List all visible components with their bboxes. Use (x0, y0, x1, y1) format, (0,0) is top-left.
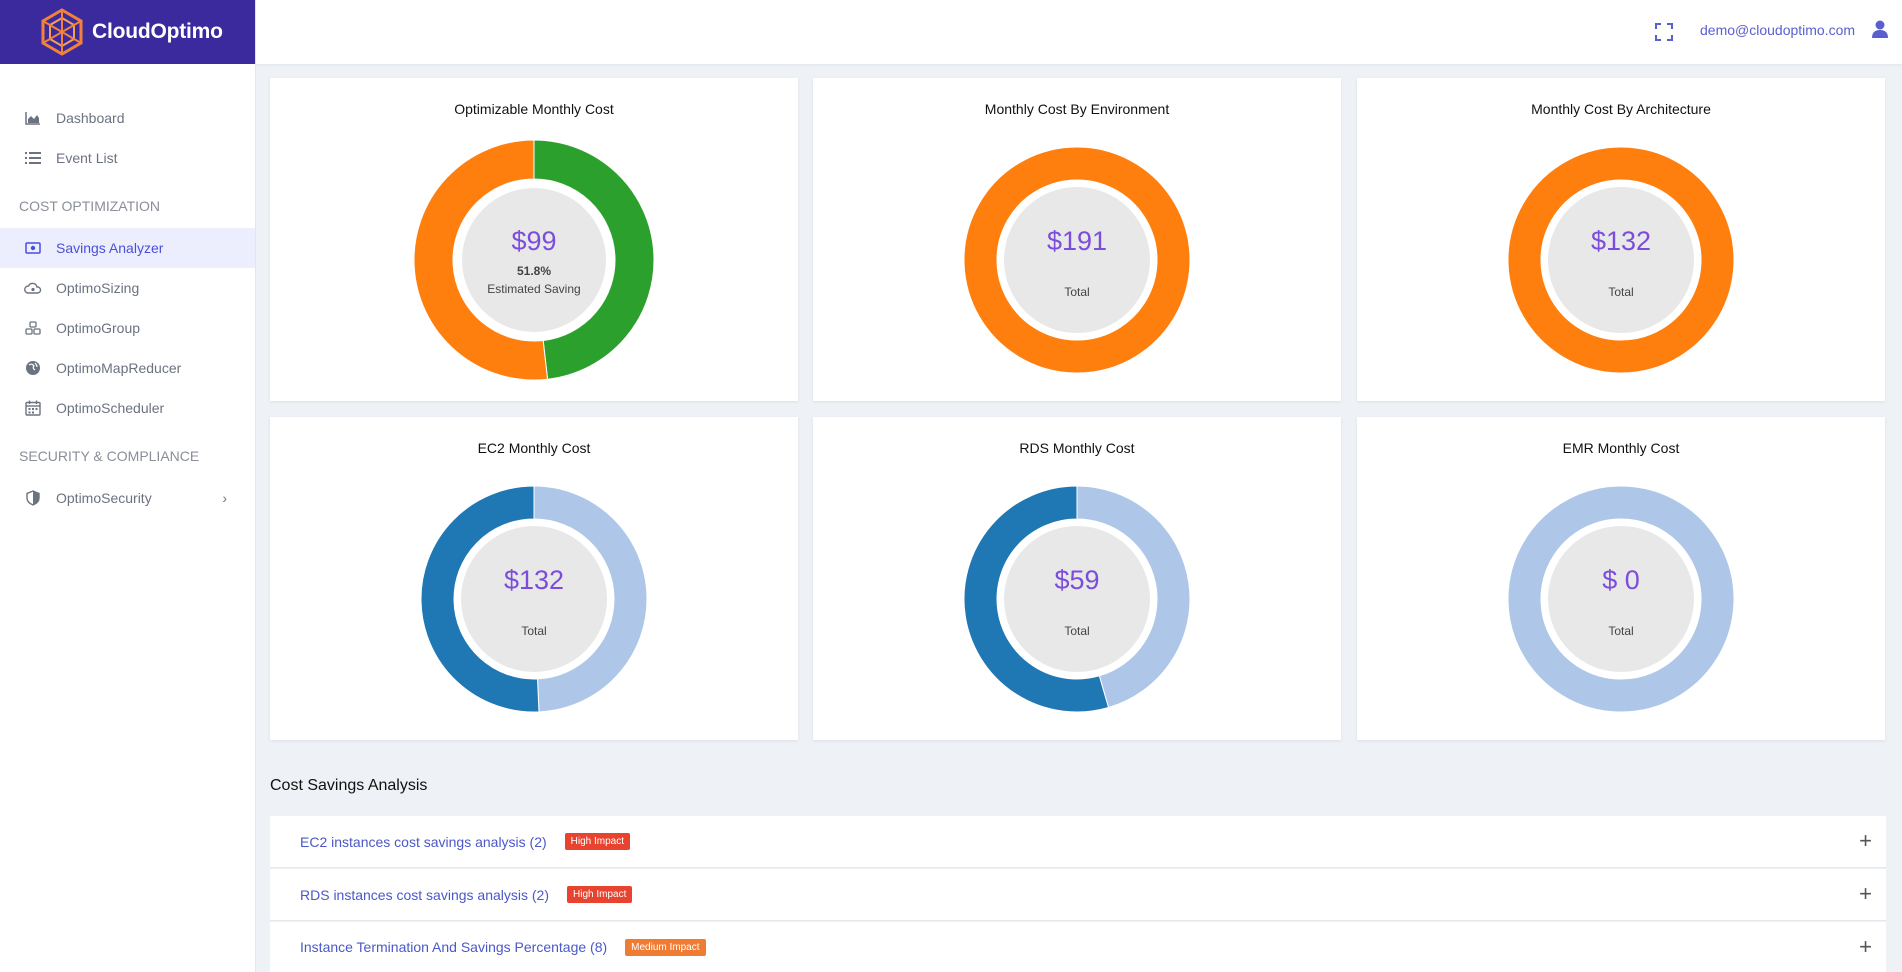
cloudoptimo-logo-icon[interactable] (38, 8, 86, 56)
expand-plus-icon[interactable]: + (1859, 828, 1872, 853)
card-title: Monthly Cost By Architecture (1531, 101, 1711, 117)
donut-value: $191 (1047, 226, 1107, 256)
donut-segment[interactable] (1507, 485, 1735, 713)
sidebar: CloudOptimo Dashboard Event List COST OP… (0, 0, 256, 972)
donut-chart: $99 51.8% Estimated Saving (413, 139, 655, 381)
cost-card: RDS Monthly Cost $59 Total (813, 417, 1341, 740)
sidebar-item-label: OptimoGroup (56, 320, 141, 336)
donut-subtitle: Total (1608, 285, 1633, 299)
top-bar (256, 0, 1902, 64)
donut-value: $59 (1054, 565, 1099, 595)
donut-chart: $191 Total (963, 146, 1191, 374)
section-security-compliance: SECURITY & COMPLIANCE (19, 448, 200, 464)
impact-badge: High Impact (567, 886, 633, 903)
cost-card: Monthly Cost By Architecture $132 Total (1357, 78, 1885, 401)
expand-plus-icon[interactable]: + (1859, 881, 1872, 906)
sidebar-item-label: OptimoSecurity (56, 490, 152, 506)
fullscreen-icon[interactable] (1655, 23, 1673, 41)
sidebar-item-optimogroup[interactable]: OptimoGroup (0, 308, 255, 348)
cost-card: EC2 Monthly Cost $132 Total (270, 417, 798, 740)
card-title: RDS Monthly Cost (1019, 440, 1135, 456)
analysis-row-label[interactable]: RDS instances cost savings analysis (2) (300, 886, 549, 903)
donut-subtitle: Total (1064, 285, 1089, 299)
donut-center (462, 188, 606, 332)
donut-subtitle: Estimated Saving (487, 282, 580, 296)
donut-center (1004, 187, 1150, 333)
cost-card: Optimizable Monthly Cost $99 51.8% Estimate… (270, 78, 798, 401)
sidebar-item-optimomapreducer[interactable]: OptimoMapReducer (0, 348, 255, 388)
sidebar-item-optimoscheduler[interactable]: OptimoScheduler (0, 388, 255, 428)
analysis-row-label[interactable]: EC2 instances cost savings analysis (2) (300, 833, 547, 850)
card-title: Optimizable Monthly Cost (454, 101, 614, 117)
donut-segment[interactable] (420, 485, 540, 713)
brand-bar: CloudOptimo (0, 0, 255, 64)
donut-value: $99 (511, 226, 556, 256)
shield-icon (24, 489, 42, 507)
user-icon[interactable] (1870, 19, 1890, 39)
chevron-right-icon[interactable]: › (222, 490, 227, 506)
sidebar-item-label: Event List (56, 150, 118, 166)
cost-card: EMR Monthly Cost $ 0 Total (1357, 417, 1885, 740)
donut-center (1548, 526, 1694, 672)
donut-center (1004, 526, 1150, 672)
donut-segment[interactable] (963, 485, 1110, 713)
donut-chart: $132 Total (1507, 146, 1735, 374)
sidebar-item-dashboard[interactable]: Dashboard (0, 98, 255, 138)
brand-name: CloudOptimo (92, 20, 223, 43)
donut-segment[interactable] (533, 485, 648, 713)
donut-segment[interactable] (533, 139, 655, 380)
cost-card: Monthly Cost By Environment $191 Total (813, 78, 1341, 401)
sidebar-item-label: OptimoMapReducer (56, 360, 182, 376)
calendar-icon (24, 399, 42, 417)
globe-icon (24, 359, 42, 377)
donut-center (1548, 187, 1694, 333)
donut-segment[interactable] (413, 139, 549, 381)
donut-value: $132 (504, 565, 564, 595)
card-title: EC2 Monthly Cost (477, 440, 591, 456)
donut-segment[interactable] (1507, 146, 1735, 374)
money-icon (24, 239, 42, 257)
impact-badge: High Impact (564, 833, 631, 850)
card-title: EMR Monthly Cost (1562, 440, 1680, 456)
donut-chart: $59 Total (963, 485, 1191, 713)
sidebar-item-label: Dashboard (56, 110, 125, 126)
donut-segment[interactable] (963, 146, 1191, 374)
donut-value: $ 0 (1602, 565, 1640, 595)
analysis-row-label[interactable]: Instance Termination And Savings Percent… (300, 939, 608, 955)
sidebar-item-label: OptimoScheduler (56, 400, 165, 416)
area-chart-icon (24, 109, 42, 127)
donut-subtitle: Total (1608, 624, 1633, 638)
section-cost-optimization: COST OPTIMIZATION (19, 198, 161, 214)
sidebar-item-event-list[interactable]: Event List (0, 138, 255, 178)
donut-value: $132 (1591, 226, 1651, 256)
impact-badge: Medium Impact (625, 938, 706, 956)
donut-chart: $132 Total (420, 485, 648, 713)
donut-subtitle: Total (1064, 624, 1089, 638)
analysis-row-termination[interactable]: Instance Termination And Savings Percent… (270, 922, 1886, 972)
user-email-link[interactable]: demo@cloudoptimo.com (1700, 22, 1856, 38)
card-title: Monthly Cost By Environment (984, 101, 1170, 117)
sidebar-item-optimosecurity[interactable]: OptimoSecurity › (0, 478, 255, 518)
list-icon (24, 149, 42, 167)
donut-percent: 51.8% (517, 264, 551, 278)
analysis-row-ec2[interactable]: EC2 instances cost savings analysis (2) … (270, 816, 1886, 868)
cubes-icon (24, 319, 42, 337)
sidebar-item-label: Savings Analyzer (56, 240, 164, 256)
sidebar-item-savings-analyzer[interactable]: Savings Analyzer (0, 228, 255, 268)
sidebar-item-optimosizing[interactable]: OptimoSizing (0, 268, 255, 308)
expand-plus-icon[interactable]: + (1859, 934, 1872, 959)
donut-chart: $ 0 Total (1507, 485, 1735, 713)
cloud-sizing-icon (24, 279, 42, 297)
donut-subtitle: Total (521, 624, 546, 638)
donut-segment[interactable] (1076, 485, 1191, 709)
analysis-row-rds[interactable]: RDS instances cost savings analysis (2) … (270, 869, 1886, 921)
sidebar-nav: Dashboard Event List COST OPTIMIZATION S… (0, 64, 255, 518)
cost-savings-analysis-title: Cost Savings Analysis (270, 777, 428, 794)
donut-center (461, 526, 607, 672)
sidebar-item-label: OptimoSizing (56, 280, 140, 296)
